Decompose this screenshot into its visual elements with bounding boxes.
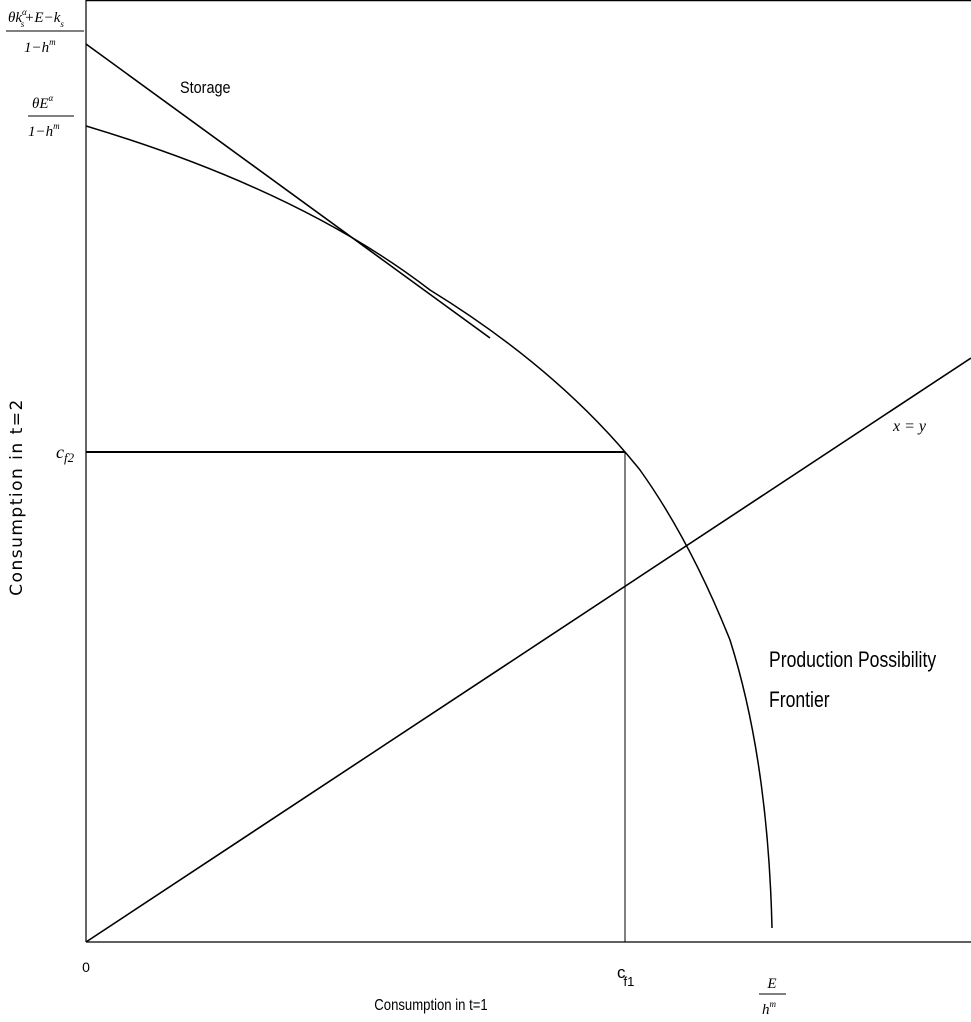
cf1-sub: f1 — [624, 974, 635, 989]
ppf-curve — [85, 125, 773, 929]
ppf-annotation-line2: Frontier — [769, 688, 830, 712]
ppf-annotation-line1: Production Possibility — [769, 648, 936, 672]
y-tick-cf2: cf2 — [56, 442, 75, 465]
ppf-intercept-denominator-sup: m — [53, 121, 60, 131]
x-tick-cf1: cf1 — [617, 963, 634, 989]
cf2-base: c — [56, 442, 64, 462]
ppf-x-intercept-denominator-sup: m — [770, 999, 777, 1009]
storage-intercept-sub: s — [21, 19, 25, 29]
storage-intercept-denominator: 1−h — [24, 40, 49, 56]
storage-intercept-rest: +E−k — [24, 10, 60, 26]
cf2-sub: f2 — [64, 450, 75, 465]
svg-text:1−hm: 1−hm — [28, 121, 60, 140]
storage-line — [85, 43, 491, 339]
svg-text:1−hm: 1−hm — [24, 37, 56, 56]
ppf-intercept-numerator-sup: α — [49, 93, 54, 103]
ppf-x-intercept-numerator: E — [766, 976, 776, 992]
svg-text:θEα: θEα — [32, 93, 54, 112]
ppf-intercept-denominator: 1−h — [28, 124, 53, 140]
diagonal-annotation: x = y — [892, 418, 927, 435]
x-tick-ppf-intercept: E hm — [759, 976, 786, 1018]
y-tick-storage-intercept: θkα s+E−ks 1−hm — [6, 7, 84, 56]
ppf-intercept-numerator: θE — [32, 96, 49, 112]
svg-text:hm: hm — [762, 999, 777, 1018]
storage-intercept-denominator-sup: m — [49, 37, 56, 47]
cf1-base: c — [617, 963, 626, 982]
y-tick-ppf-intercept: θEα 1−hm — [28, 93, 74, 140]
storage-intercept-sup: α — [22, 7, 27, 17]
diagonal-line — [85, 357, 971, 943]
y-axis-label: Consumption in t=2 — [7, 398, 27, 596]
ppf-x-intercept-denominator: h — [762, 1002, 770, 1018]
origin-label: 0 — [82, 959, 90, 975]
storage-intercept-numerator: θk — [8, 10, 22, 26]
storage-annotation: Storage — [180, 79, 231, 97]
x-axis-label: Consumption in t=1 — [374, 997, 487, 1014]
storage-intercept-rest-sub: s — [60, 19, 64, 29]
